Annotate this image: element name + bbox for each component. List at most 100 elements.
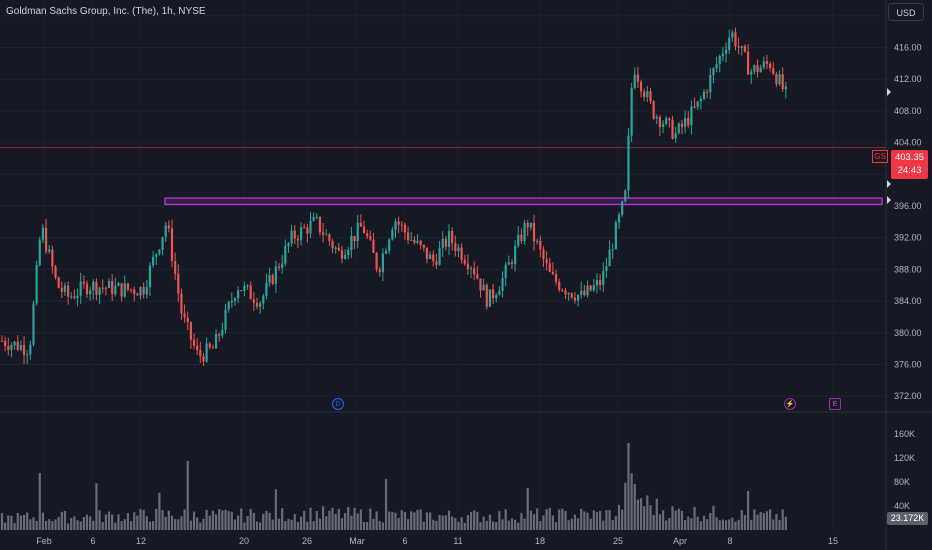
volume-bar	[498, 511, 501, 530]
volume-bar	[359, 509, 362, 530]
candle-body	[435, 261, 438, 265]
candle-body	[523, 222, 526, 242]
volume-bar	[586, 512, 589, 530]
volume-bar	[413, 512, 416, 530]
volume-bar	[539, 521, 542, 530]
split-marker[interactable]: ⚡	[784, 398, 796, 410]
candle-body	[337, 247, 340, 251]
candle-body	[734, 32, 737, 47]
grid-lines	[0, 15, 886, 397]
candle-body	[265, 282, 268, 296]
candle-body	[491, 289, 495, 299]
candle-body	[13, 341, 16, 345]
volume-bar	[765, 511, 769, 530]
volume-bar	[369, 508, 372, 530]
candle-body	[350, 235, 353, 250]
volume-bar	[633, 483, 636, 530]
candle-body	[715, 64, 718, 69]
volume-bar	[709, 512, 712, 530]
candle-body	[406, 232, 410, 241]
volume-bar	[89, 516, 92, 530]
volume-bar	[781, 509, 784, 530]
support-resistance-zone[interactable]	[164, 197, 883, 206]
candle-body	[699, 98, 702, 102]
time-tick-label: 26	[302, 536, 312, 546]
candle-body	[709, 75, 712, 93]
volume-bar	[432, 519, 435, 530]
volume-bar	[778, 519, 781, 530]
candle-body	[529, 222, 532, 228]
candle-body	[177, 273, 180, 294]
volume-bar	[192, 511, 196, 530]
candle-body	[89, 290, 92, 295]
volume-bar	[699, 521, 702, 530]
volume-bar	[211, 510, 215, 530]
volume-bar	[775, 513, 778, 530]
volume-bar	[281, 508, 284, 530]
candle-body	[451, 230, 454, 244]
candle-body	[422, 244, 425, 248]
candle-body	[520, 234, 523, 242]
candle-body	[419, 240, 422, 245]
volume-bar	[545, 509, 548, 530]
candle-body	[340, 250, 344, 259]
volume-bar	[4, 522, 7, 530]
candle-body	[545, 259, 548, 264]
candle-body	[120, 283, 123, 297]
time-tick-label: 20	[239, 536, 249, 546]
price-tick-label: 396.00	[894, 201, 922, 211]
candle-body	[347, 249, 350, 256]
candle-body	[630, 87, 633, 136]
volume-bar	[202, 518, 205, 530]
candle-body	[397, 221, 400, 225]
candle-body	[551, 271, 555, 274]
volume-bar	[73, 516, 76, 530]
candle-body	[249, 285, 252, 300]
candle-body	[274, 266, 277, 284]
candle-body	[262, 295, 265, 304]
candle-body	[668, 118, 671, 120]
price-tick-label: 412.00	[894, 74, 922, 84]
candle-body	[73, 296, 76, 299]
candle-body	[356, 222, 359, 242]
candle-body	[595, 280, 599, 286]
volume-bar	[334, 513, 337, 530]
candle-body	[277, 266, 281, 268]
dividend-marker[interactable]: D	[332, 398, 344, 410]
candle-body	[142, 287, 145, 295]
volume-bar	[378, 521, 381, 530]
candle-body	[221, 329, 224, 336]
volume-bar	[104, 514, 107, 530]
volume-bar	[356, 513, 359, 530]
price-tick-label: 376.00	[894, 359, 922, 369]
candle-body	[192, 339, 196, 346]
candle-body	[57, 277, 60, 288]
price-tick-label: 380.00	[894, 328, 922, 338]
candle-body	[378, 269, 381, 273]
earnings-marker[interactable]: E	[829, 398, 841, 410]
volume-bar	[252, 512, 255, 530]
current-price-value: 403.35	[894, 152, 925, 163]
candle-body	[271, 275, 274, 284]
volume-bar	[646, 495, 649, 530]
time-tick-label: 6	[90, 536, 95, 546]
candle-body	[366, 233, 369, 237]
candle-body	[759, 67, 762, 73]
currency-button[interactable]: USD	[888, 3, 924, 21]
candle-body	[608, 249, 611, 267]
time-tick-label: 25	[613, 536, 623, 546]
time-axis[interactable]: Feb 6 12 20 26 Mar 6 11 18 25 Apr 8 15	[36, 536, 838, 546]
candle-body	[671, 119, 674, 139]
volume-bar	[668, 517, 671, 530]
candle-body	[485, 284, 488, 307]
volume-bar	[208, 515, 211, 530]
volume-bar	[529, 510, 532, 530]
volume-bar	[70, 518, 73, 530]
candle-body	[344, 255, 347, 259]
candle-body	[756, 65, 759, 73]
candle-body	[602, 271, 605, 286]
volume-bar	[38, 473, 41, 530]
volume-bar	[517, 522, 520, 530]
candle-body	[586, 285, 589, 296]
